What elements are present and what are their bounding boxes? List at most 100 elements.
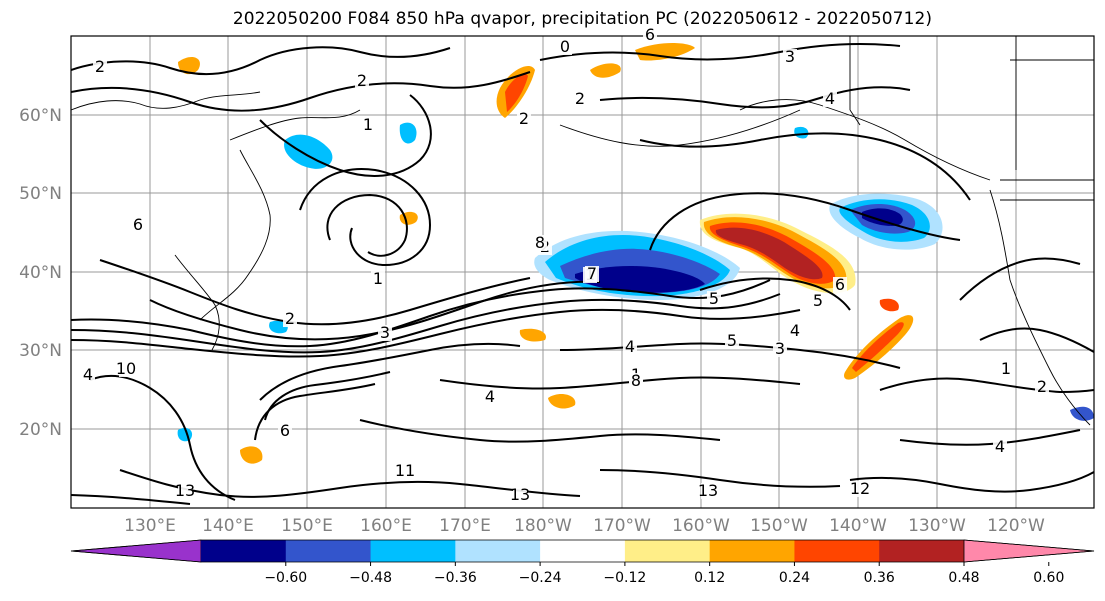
contour-label: 4 xyxy=(485,387,495,406)
contour-label: 2 xyxy=(357,71,367,90)
lat-tick-label: 60°N xyxy=(19,106,62,126)
contour-label-bg xyxy=(81,367,95,383)
lon-tick-label: 180°W xyxy=(514,516,572,536)
lon-tick-label: 130°W xyxy=(908,516,966,536)
contour-label: 6 xyxy=(280,421,290,440)
contour-label-bg xyxy=(361,117,375,133)
contour-label-bg xyxy=(585,266,599,282)
colorbar-tick-label: −0.12 xyxy=(603,570,646,586)
contour-label-bg xyxy=(833,277,847,293)
colorbar-extend-high xyxy=(963,539,1095,563)
lon-tick-label: 130°E xyxy=(124,516,176,536)
lon-tick-label: 170°E xyxy=(439,516,491,536)
contour-label: 6 xyxy=(835,275,845,294)
colorbar-segment xyxy=(709,540,795,562)
contour-label: 6 xyxy=(133,215,143,234)
colorbar-tick-label: −0.36 xyxy=(434,570,477,586)
latitude-labels: 60°N 50°N 40°N 30°N 20°N xyxy=(19,106,62,440)
contour-label-bg xyxy=(178,483,192,499)
map-title: 2022050200 F084 850 hPa qvapor, precipit… xyxy=(232,9,933,29)
contour-label-bg xyxy=(378,325,392,341)
contour-label: 0 xyxy=(560,37,570,56)
contour-label-bg xyxy=(725,333,739,349)
contour-label-bg xyxy=(811,293,825,309)
contour-label: 5 xyxy=(727,331,737,350)
contour-label-bg xyxy=(483,389,497,405)
contour-label-bg xyxy=(823,91,837,107)
colorbar-tick-label: 0.36 xyxy=(864,570,895,586)
contour-label: 2 xyxy=(519,109,529,128)
contour-label-bg xyxy=(283,311,297,327)
contour-label-bg xyxy=(131,217,145,233)
contour-label: 1 xyxy=(363,115,373,134)
qvapor-contours xyxy=(71,43,1094,505)
contour-label-bg xyxy=(558,39,572,55)
contour-label: 11 xyxy=(395,461,415,480)
contour-label-bg xyxy=(993,439,1007,455)
colorbar-tick-label: −0.24 xyxy=(519,570,562,586)
contour-label: 5 xyxy=(709,289,719,308)
colorbar-tick-label: 0.60 xyxy=(1033,570,1064,586)
contour-label-bg xyxy=(853,481,867,497)
contour-label-bg xyxy=(513,487,527,503)
colorbar-tick-label: 0.12 xyxy=(694,570,725,586)
contour-label: 3 xyxy=(785,47,795,66)
contour-label: 13 xyxy=(698,481,718,500)
contour-label-bg xyxy=(707,291,721,307)
contour-label-bg xyxy=(533,235,547,251)
contour-label-bg xyxy=(1035,379,1049,395)
contour-label: 8 xyxy=(535,233,545,252)
lon-tick-label: 120°W xyxy=(987,516,1045,536)
contour-label: 13 xyxy=(175,481,195,500)
colorbar-tick-label: −0.60 xyxy=(264,570,307,586)
contour-label: 2 xyxy=(285,309,295,328)
lon-tick-label: 160°W xyxy=(672,516,730,536)
colorbar xyxy=(70,539,1095,563)
contour-label: 4 xyxy=(825,89,835,108)
colorbar-tick-label: −0.48 xyxy=(349,570,392,586)
lat-tick-label: 50°N xyxy=(19,184,62,204)
contour-label: 8 xyxy=(631,371,641,390)
contour-label-bg xyxy=(573,91,587,107)
contour-label: 10 xyxy=(116,359,136,378)
contour-label-bg xyxy=(93,59,107,75)
contour-label: 4 xyxy=(83,365,93,384)
lon-tick-label: 150°W xyxy=(750,516,808,536)
contour-label: 1 xyxy=(373,269,383,288)
contour-label: 13 xyxy=(510,485,530,504)
lon-tick-label: 150°E xyxy=(281,516,333,536)
colorbar-extend-low xyxy=(70,539,202,563)
contour-label-bg xyxy=(355,73,369,89)
contour-label-bg xyxy=(398,463,412,479)
contour-label: 2 xyxy=(1037,377,1047,396)
contour-label-bg xyxy=(278,423,292,439)
colorbar-tick-label: 0.48 xyxy=(948,570,979,586)
contour-label-bg xyxy=(701,483,715,499)
colorbar-segment xyxy=(285,540,372,562)
contour-labels: 2032216124215435641241486411131312131056… xyxy=(81,25,1049,504)
colorbar-segment xyxy=(540,540,626,562)
contour-label-bg xyxy=(371,271,385,287)
contour-label: 4 xyxy=(790,321,800,340)
lon-tick-label: 160°E xyxy=(360,516,412,536)
contour-label-bg xyxy=(783,49,797,65)
lon-tick-label: 140°W xyxy=(829,516,887,536)
contour-label-bg xyxy=(119,361,133,377)
colorbar-segment xyxy=(201,540,287,562)
colorbar-segment xyxy=(879,540,965,562)
contour-label: 2 xyxy=(575,89,585,108)
lon-tick-label: 170°W xyxy=(593,516,651,536)
contour-label-bg xyxy=(788,323,802,339)
contour-label: 7 xyxy=(587,264,597,283)
map-frame xyxy=(70,35,1095,509)
contour-label: 2 xyxy=(95,57,105,76)
longitude-labels: 130°E 140°E 150°E 160°E 170°E 180°W 170°W 160°W… xyxy=(124,516,1045,536)
lat-tick-label: 20°N xyxy=(19,420,62,440)
contour-label-bg xyxy=(773,341,787,357)
lat-tick-label: 30°N xyxy=(19,341,62,361)
contour-label: 4 xyxy=(625,337,635,356)
lat-tick-label: 40°N xyxy=(19,263,62,283)
contour-label-bg xyxy=(623,339,637,355)
colorbar-segment xyxy=(455,540,541,562)
